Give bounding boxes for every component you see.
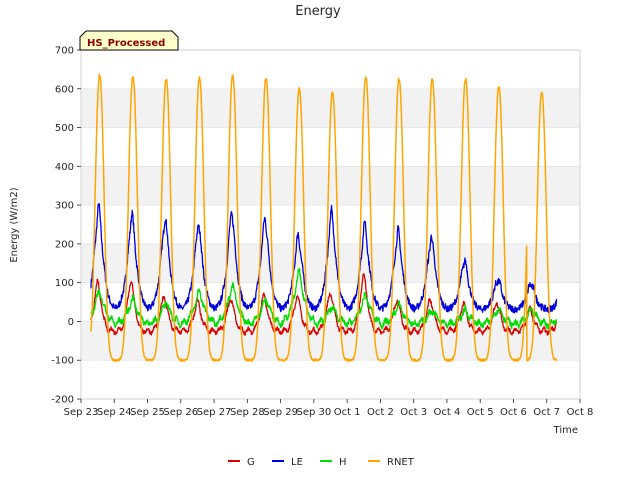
x-tick-label: Oct 6: [500, 407, 527, 418]
y-tick-label: 0: [68, 317, 74, 328]
series-line-rnet: [90, 73, 558, 363]
x-tick-label: Oct 8: [567, 407, 594, 418]
grid-band: [81, 243, 580, 283]
x-tick-label: Sep 25: [130, 407, 165, 418]
x-tick-label: Oct 1: [334, 407, 361, 418]
legend-label-rnet: RNET: [387, 457, 415, 468]
legend-label-h: H: [339, 457, 347, 468]
x-tick-label: Sep 27: [197, 407, 232, 418]
x-tick-label: Sep 30: [296, 407, 331, 418]
y-axis: -200 -100 0 100 200 300 400 500 600 700: [51, 46, 81, 406]
y-axis-label: Energy (W/m2): [9, 187, 20, 262]
legend: G LE H RNET: [228, 457, 415, 468]
grid-band: [81, 166, 580, 206]
grid-band: [81, 321, 580, 361]
x-axis-label: Time: [553, 425, 578, 436]
x-tick-label: Oct 3: [400, 407, 427, 418]
series-layer: [90, 73, 558, 363]
x-tick-label: Oct 5: [467, 407, 494, 418]
y-tick-label: -100: [51, 356, 74, 367]
chart-title: Energy: [295, 4, 341, 19]
y-tick-label: 500: [55, 123, 74, 134]
x-tick-label: Oct 2: [367, 407, 394, 418]
series-line-le: [90, 203, 558, 314]
x-tick-label: Sep 28: [230, 407, 265, 418]
y-tick-label: 200: [55, 239, 74, 250]
y-tick-label: 400: [55, 162, 74, 173]
y-tick-label: -200: [51, 395, 74, 406]
y-tick-label: 100: [55, 278, 74, 289]
plot-border: [80, 49, 581, 400]
legend-label-le: LE: [291, 457, 303, 468]
processed-tag: HS_Processed: [79, 30, 179, 51]
y-tick-label: 700: [55, 46, 74, 57]
y-tick-label: 600: [55, 84, 74, 95]
x-tick-label: Sep 24: [97, 407, 132, 418]
x-tick-label: Oct 4: [434, 407, 461, 418]
x-tick-label: Sep 26: [163, 407, 198, 418]
plot-frame: [80, 49, 581, 400]
y-tick-label: 300: [55, 201, 74, 212]
x-tick-label: Sep 29: [263, 407, 298, 418]
processed-tag-label: HS_Processed: [87, 38, 165, 49]
x-tick-label: Oct 7: [533, 407, 560, 418]
legend-label-g: G: [247, 457, 255, 468]
x-tick-label: Sep 23: [64, 407, 99, 418]
